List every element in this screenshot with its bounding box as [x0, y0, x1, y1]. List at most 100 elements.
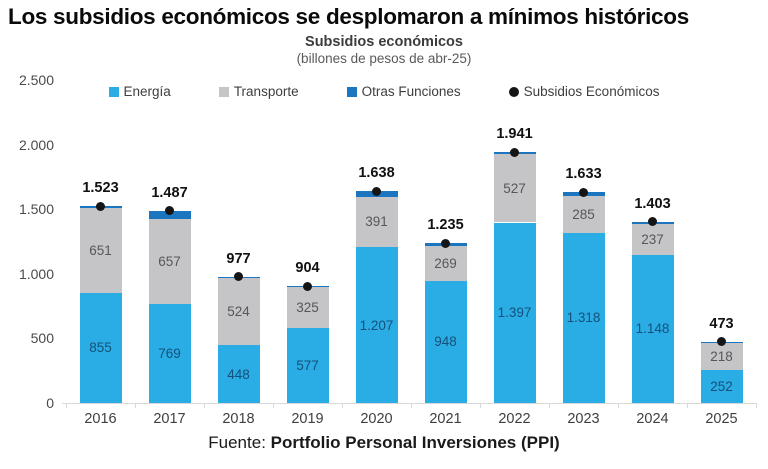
bar-value-label: 285 — [572, 206, 595, 222]
bar-2021-transporte: 269 — [424, 245, 467, 281]
bar-2022-transporte: 527 — [493, 154, 536, 223]
bar-2020-energia: 1.207 — [355, 247, 398, 403]
bar-2016-energia: 855 — [79, 292, 122, 403]
bar-value-label: 1.397 — [497, 305, 532, 321]
y-axis-label: 2.000 — [18, 136, 54, 153]
total-value-label: 1.638 — [358, 165, 395, 182]
bar-value-label: 577 — [296, 358, 319, 374]
x-axis-tick — [411, 403, 412, 408]
x-axis-tick — [273, 403, 274, 408]
x-axis-tick — [480, 403, 481, 408]
legend-item-label: Subsidios Económicos — [523, 84, 660, 99]
bar-2019-energia: 577 — [286, 328, 329, 403]
x-axis-category-label: 2019 — [291, 411, 324, 427]
bar-2018-energia: 448 — [217, 345, 260, 403]
y-axis-label: 1.000 — [18, 265, 54, 282]
legend-item-label: Transporte — [233, 84, 299, 99]
total-value-label: 1.523 — [82, 180, 119, 197]
x-axis-tick — [687, 403, 688, 408]
total-marker-dot — [96, 201, 105, 211]
total-marker-dot — [372, 186, 381, 196]
bar-2024-energia: 1.148 — [631, 254, 674, 403]
bar-2022-energia: 1.397 — [493, 222, 536, 403]
bar-2021-energia: 948 — [424, 280, 467, 403]
total-value-label: 1.403 — [634, 195, 671, 212]
x-axis-category-label: 2021 — [429, 411, 462, 427]
bar-value-label: 657 — [158, 253, 181, 269]
source-note: Fuente: Portfolio Personal Inversiones (… — [0, 433, 768, 453]
bar-value-label: 325 — [296, 299, 319, 315]
x-axis-tick — [756, 403, 757, 408]
chart-legend: Energía Transporte Otras Funciones Subsidio… — [0, 84, 768, 99]
x-axis-category-label: 2017 — [153, 411, 186, 427]
legend-item-energia: Energía — [108, 84, 171, 99]
y-axis-label: 1.500 — [18, 201, 54, 218]
bar-value-label: 948 — [434, 334, 457, 350]
total-value-label: 977 — [226, 250, 251, 267]
chart-title: Subsidios económicos — [305, 34, 463, 50]
x-axis-category-label: 2018 — [222, 411, 255, 427]
total-value-label: 904 — [295, 260, 320, 277]
bar-value-label: 448 — [227, 366, 250, 382]
total-value-label: 1.633 — [565, 166, 602, 183]
x-axis-tick — [549, 403, 550, 408]
bar-value-label: 237 — [641, 231, 664, 247]
total-marker-dot — [579, 187, 588, 197]
bar-2019-transporte: 325 — [286, 286, 329, 329]
total-marker-dot — [717, 337, 726, 347]
bar-2017-energia: 769 — [148, 303, 191, 403]
total-value-label: 473 — [709, 315, 734, 332]
legend-item-otras-funciones: Otras Funciones — [346, 84, 461, 99]
y-axis-label: 2.500 — [18, 72, 54, 88]
chart-subtitle: (billones de pesos de abr-25) — [296, 51, 472, 66]
source-prefix: Fuente: — [208, 433, 271, 452]
bar-2023-energia: 1.318 — [562, 232, 605, 403]
legend-item-subsidios-economicos: Subsidios Económicos — [508, 84, 660, 99]
page-title: Los subsidios económicos se desplomaron … — [8, 4, 689, 29]
bar-value-label: 651 — [89, 242, 112, 258]
bar-2025-energia: 252 — [700, 370, 743, 403]
x-axis-category-label: 2016 — [84, 411, 117, 427]
x-axis-category-label: 2024 — [636, 411, 669, 427]
legend-swatch-icon — [346, 86, 357, 97]
x-axis-tick — [342, 403, 343, 408]
bar-2017-transporte: 657 — [148, 218, 191, 304]
bar-value-label: 1.148 — [635, 321, 670, 337]
total-marker-dot — [234, 272, 243, 282]
total-marker-dot — [165, 206, 174, 216]
x-axis-tick — [66, 403, 67, 408]
x-axis-category-label: 2023 — [567, 411, 600, 427]
legend-item-label: Otras Funciones — [361, 84, 461, 99]
x-axis-category-label: 2022 — [498, 411, 531, 427]
bar-value-label: 855 — [89, 340, 112, 356]
source-name: Portfolio Personal Inversiones (PPI) — [270, 433, 560, 452]
bar-value-label: 1.318 — [566, 310, 601, 326]
bar-value-label: 218 — [710, 348, 733, 364]
bar-2016-transporte: 651 — [79, 208, 122, 293]
bar-value-label: 391 — [365, 214, 388, 230]
legend-dot-icon — [508, 86, 519, 97]
bar-value-label: 527 — [503, 180, 526, 196]
total-marker-dot — [510, 147, 519, 157]
x-axis-tick — [618, 403, 619, 408]
legend-swatch-icon — [108, 86, 119, 97]
y-axis-label: 0 — [46, 395, 54, 411]
total-marker-dot — [303, 281, 312, 291]
bar-2025-transporte: 218 — [700, 342, 743, 371]
bar-value-label: 769 — [158, 345, 181, 361]
legend-item-label: Energía — [123, 84, 171, 99]
x-axis-tick — [135, 403, 136, 408]
bar-value-label: 1.207 — [359, 317, 394, 333]
total-value-label: 1.941 — [496, 126, 533, 143]
bar-2020-transporte: 391 — [355, 196, 398, 248]
x-axis-line — [62, 403, 756, 404]
x-axis-tick — [204, 403, 205, 408]
legend-item-transporte: Transporte — [218, 84, 299, 99]
bar-value-label: 269 — [434, 255, 457, 271]
legend-swatch-icon — [218, 86, 229, 97]
bar-2018-transporte: 524 — [217, 277, 260, 346]
total-value-label: 1.235 — [427, 217, 464, 234]
total-value-label: 1.487 — [151, 184, 188, 201]
